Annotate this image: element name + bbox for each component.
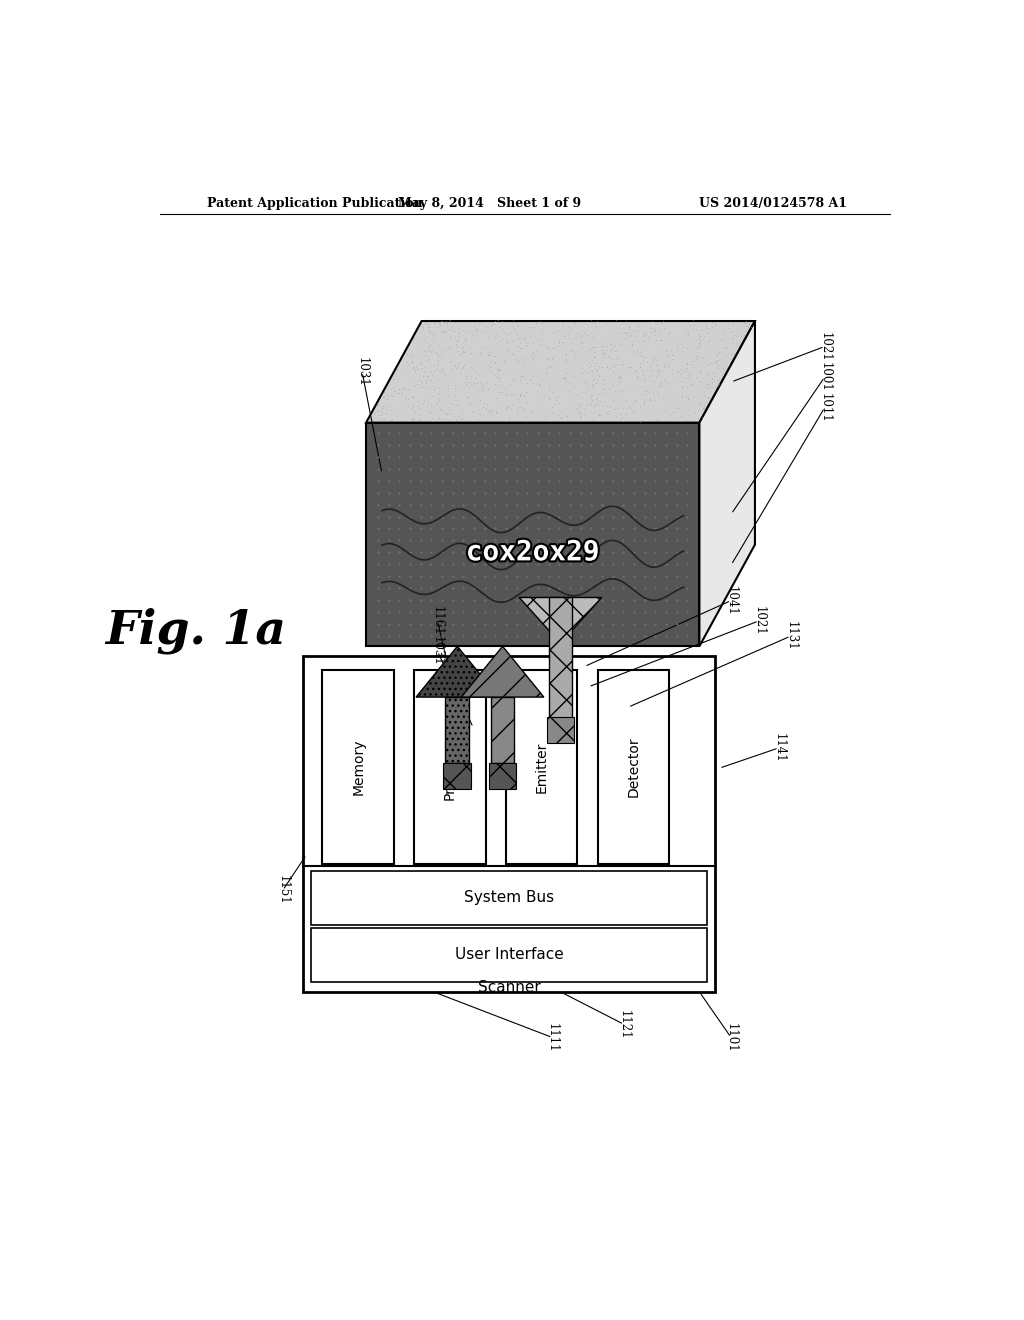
Text: Scanner: Scanner — [477, 979, 541, 995]
FancyBboxPatch shape — [303, 656, 715, 991]
Polygon shape — [699, 321, 755, 647]
Text: Processor: Processor — [443, 734, 457, 800]
FancyBboxPatch shape — [310, 871, 708, 925]
Text: Detector: Detector — [627, 737, 640, 797]
FancyBboxPatch shape — [598, 669, 669, 865]
Polygon shape — [445, 697, 469, 763]
Text: 1151: 1151 — [276, 875, 289, 906]
FancyBboxPatch shape — [506, 669, 578, 865]
Polygon shape — [367, 321, 755, 422]
Polygon shape — [519, 598, 602, 643]
Text: User Interface: User Interface — [455, 948, 563, 962]
Polygon shape — [416, 647, 499, 697]
Polygon shape — [490, 697, 514, 763]
Text: 1121: 1121 — [617, 1010, 631, 1039]
Polygon shape — [549, 598, 572, 738]
Polygon shape — [461, 647, 544, 697]
Text: Emitter: Emitter — [535, 742, 549, 793]
Text: 1101: 1101 — [725, 1023, 737, 1052]
Text: cox2ox29: cox2ox29 — [466, 539, 600, 566]
Text: System Bus: System Bus — [464, 891, 554, 906]
Text: 1021: 1021 — [753, 606, 765, 636]
FancyBboxPatch shape — [323, 669, 394, 865]
Text: 1141: 1141 — [772, 733, 785, 763]
Text: 1021: 1021 — [818, 331, 831, 362]
Text: May 8, 2014   Sheet 1 of 9: May 8, 2014 Sheet 1 of 9 — [397, 197, 581, 210]
Text: 1111: 1111 — [546, 1023, 559, 1052]
Text: 1131: 1131 — [784, 622, 797, 651]
Text: 1001: 1001 — [818, 362, 831, 392]
Text: 1011: 1011 — [818, 392, 831, 422]
Text: US 2014/0124578 A1: US 2014/0124578 A1 — [699, 197, 848, 210]
Text: 1031: 1031 — [431, 636, 444, 667]
Polygon shape — [443, 763, 471, 788]
Polygon shape — [547, 718, 574, 743]
Text: Patent Application Publication: Patent Application Publication — [207, 197, 423, 210]
FancyBboxPatch shape — [310, 928, 708, 982]
Text: 1041: 1041 — [725, 586, 737, 615]
FancyBboxPatch shape — [414, 669, 485, 865]
Polygon shape — [367, 422, 699, 647]
Polygon shape — [488, 763, 516, 788]
Text: 1161: 1161 — [431, 606, 444, 636]
Text: Fig. 1a: Fig. 1a — [104, 607, 286, 655]
Text: 1031: 1031 — [355, 356, 369, 387]
Text: Memory: Memory — [351, 739, 366, 796]
